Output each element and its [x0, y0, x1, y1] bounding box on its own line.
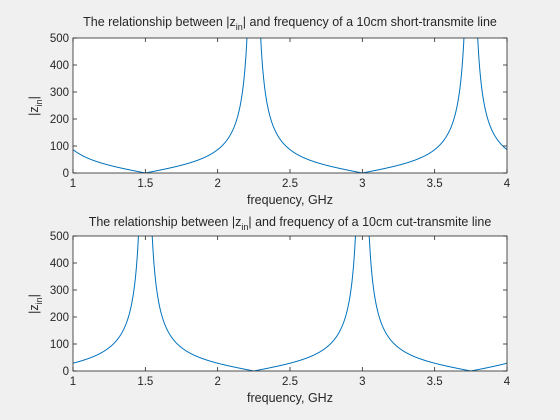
y-tick-label: 200: [50, 114, 69, 126]
y-tick-label: 400: [50, 60, 69, 72]
x-tick-label: 1.5: [137, 376, 153, 388]
chart-title: The relationship between |zin| and frequ…: [89, 215, 492, 232]
x-tick-label: 3: [359, 178, 365, 190]
plot-clip: [73, 38, 507, 173]
y-tick-label: 100: [50, 141, 69, 153]
y-tick-label: 0: [63, 168, 69, 180]
x-tick-label: 4: [504, 178, 511, 190]
x-axis-label: frequency, GHz: [247, 193, 333, 207]
chart-title: The relationship between |zin| and frequ…: [83, 15, 497, 32]
x-tick-label: 3: [359, 376, 365, 388]
subplot-cut-line: The relationship between |zin| and frequ…: [27, 215, 511, 405]
plot-area: [73, 236, 507, 371]
y-tick-label: 500: [50, 33, 69, 45]
x-tick-label: 3.5: [427, 178, 443, 190]
y-tick-label: 400: [50, 258, 69, 270]
x-tick-label: 2.5: [282, 178, 298, 190]
y-axis-label: |zin|: [27, 96, 44, 116]
series-line-zin-cut: [73, 236, 507, 371]
x-tick-label: 2.5: [282, 376, 298, 388]
y-tick-label: 100: [50, 339, 69, 351]
x-tick-label: 1: [70, 376, 76, 388]
tick-group: 1 1.5 2 2.5 3 3.5 4 0 100 200 300 400 500: [50, 33, 511, 190]
x-tick-label: 1: [70, 178, 76, 190]
x-tick-label: 4: [504, 376, 511, 388]
y-tick-label: 300: [50, 87, 69, 99]
tick-group: 1 1.5 2 2.5 3 3.5 4 0 100 200 300 400 500: [50, 231, 511, 388]
subplot-short-line: The relationship between |zin| and frequ…: [27, 15, 511, 207]
y-axis-label: |zin|: [27, 294, 44, 314]
x-tick-label: 2: [214, 178, 220, 190]
x-axis-label: frequency, GHz: [247, 391, 333, 405]
series-line-zin-short: [73, 38, 507, 173]
y-tick-label: 500: [50, 231, 69, 243]
y-tick-label: 0: [63, 366, 69, 378]
x-tick-label: 3.5: [427, 376, 443, 388]
plot-area: [73, 38, 507, 173]
x-tick-label: 2: [214, 376, 220, 388]
y-tick-label: 300: [50, 285, 69, 297]
x-tick-label: 1.5: [137, 178, 153, 190]
y-tick-label: 200: [50, 312, 69, 324]
plot-clip: [73, 236, 507, 371]
